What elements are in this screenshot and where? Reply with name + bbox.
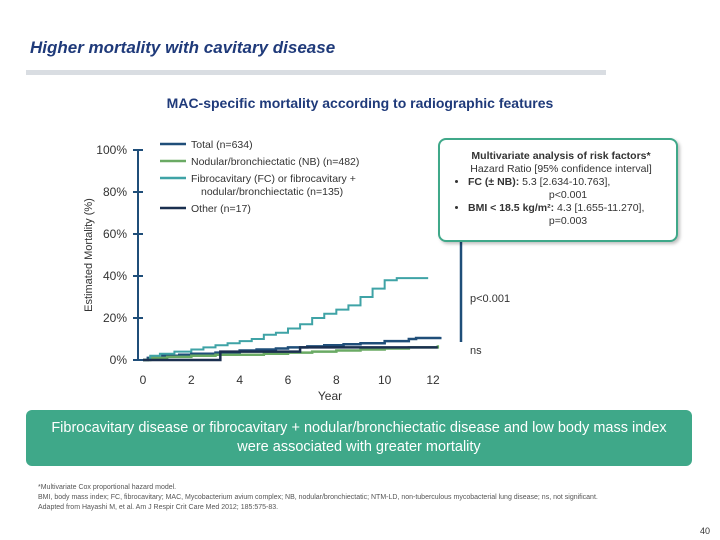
x-tick-label: 8 [333, 373, 340, 387]
multivariate-title: Multivariate analysis of risk factors* [471, 150, 651, 162]
multivariate-subtitle: Hazard Ratio [95% confidence interval] [470, 163, 652, 175]
legend-label: Nodular/bronchiectatic (NB) (n=482) [191, 156, 359, 168]
bmi-p-value: p=0.003 [548, 215, 588, 227]
legend-label: Total (n=634) [191, 139, 253, 151]
y-tick-label: 100% [96, 143, 127, 157]
p-value-label: p<0.001 [470, 293, 510, 305]
page-number: 40 [700, 526, 711, 536]
x-tick-label: 4 [236, 373, 243, 387]
legend-label: Other (n=17) [191, 203, 251, 215]
title-divider [26, 70, 606, 75]
bmi-value: 4.3 [1.655-11.270], [554, 202, 645, 214]
bmi-label: BMI < 18.5 kg/m²: [468, 202, 555, 214]
footnote-reference: Adapted from Hayashi M, et al. Am J Resp… [38, 504, 279, 511]
fc-value: 5.3 [2.634-10.763], [519, 176, 611, 188]
mortality-chart: 0% 20% 40% 60% 80% 100% Estimated Mortality (%… [83, 139, 510, 403]
multivariate-analysis-box: Multivariate analysis of risk factors* H… [438, 138, 678, 242]
series-line-4 [143, 346, 438, 362]
footnote-multivariate: *Multivariate Cox proportional hazard mo… [38, 484, 177, 491]
fc-risk-factor: FC (± NB): 5.3 [2.634-10.763], p<0.001 [468, 176, 668, 202]
y-axis-label: Estimated Mortality (%) [83, 198, 95, 312]
y-tick-label: 80% [103, 185, 127, 199]
fc-p-value: p<0.001 [548, 189, 588, 201]
ns-label: ns [470, 345, 482, 357]
y-tick-label: 0% [110, 353, 128, 367]
x-tick-label: 6 [285, 373, 292, 387]
fc-label: FC (± NB): [468, 176, 520, 188]
y-tick-label: 40% [103, 269, 127, 283]
series-line-1 [143, 336, 442, 362]
conclusion-banner: Fibrocavitary disease or fibrocavitary +… [26, 410, 692, 466]
bmi-risk-factor: BMI < 18.5 kg/m²: 4.3 [1.655-11.270], p=… [468, 202, 668, 228]
footnotes: *Multivariate Cox proportional hazard mo… [38, 483, 678, 513]
x-tick-label: 12 [426, 373, 440, 387]
x-tick-label: 2 [188, 373, 195, 387]
y-tick-label: 60% [103, 227, 127, 241]
y-tick-label: 20% [103, 311, 127, 325]
legend-label: Fibrocavitary (FC) or fibrocavitary + nod… [191, 173, 356, 198]
x-tick-label: 0 [140, 373, 147, 387]
series-line-3 [143, 277, 429, 361]
x-axis-label: Year [318, 389, 342, 403]
slide-title: Higher mortality with cavitary disease [30, 38, 336, 57]
chart-subtitle: MAC-specific mortality according to radi… [166, 95, 554, 111]
x-tick-label: 10 [378, 373, 392, 387]
footnote-abbreviations: BMI, body mass index; FC, fibrocavitary;… [38, 494, 598, 501]
